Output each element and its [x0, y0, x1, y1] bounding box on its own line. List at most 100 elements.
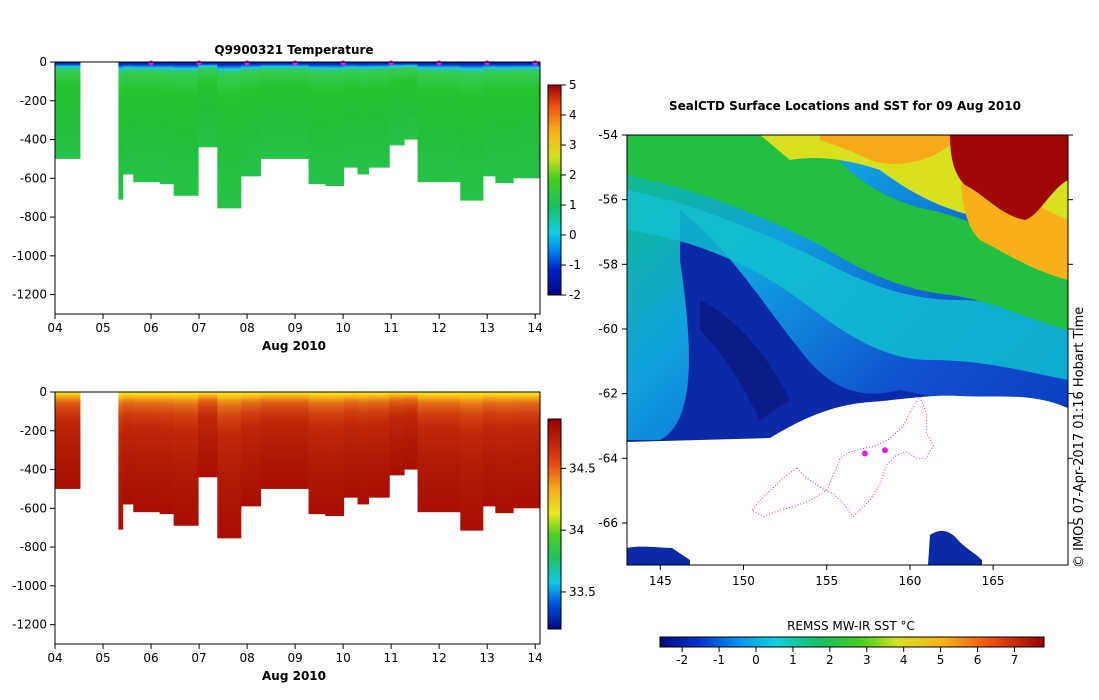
salinity-plot-frame — [54, 391, 541, 645]
salinity-colorbar-ticks: 34.5 34 33.5 — [561, 461, 596, 599]
sst-colorbar-tick-label: 6 — [974, 653, 982, 667]
profile-column — [343, 62, 359, 168]
y-tick-label: -1200 — [12, 618, 47, 632]
colorbar-tick-label: 3 — [569, 138, 577, 152]
y-tick-label: 0 — [39, 385, 47, 399]
temp-colorbar — [547, 84, 562, 296]
profile-column — [435, 392, 461, 513]
map-y-tick-label: -56 — [598, 193, 618, 207]
x-tick-label: 04 — [47, 321, 62, 335]
y-tick-label: -200 — [20, 94, 47, 108]
profile-column — [513, 392, 540, 509]
profile-column — [482, 62, 496, 177]
profile-column — [240, 62, 262, 177]
profile-column — [118, 62, 124, 200]
profile-column — [482, 392, 496, 507]
x-tick-label: 07 — [191, 651, 206, 665]
profile-column — [279, 392, 310, 489]
map-frame — [626, 134, 1069, 566]
map-y-axis: -54 -56 -58 -60 -62 -64 -66 — [598, 128, 1073, 530]
map-x-axis: 145 150 155 160 165 — [649, 565, 1005, 588]
y-tick-label: 0 — [39, 55, 47, 69]
salinity-section-data — [55, 392, 540, 539]
x-tick-label: 09 — [287, 651, 302, 665]
surface-marker — [292, 60, 298, 66]
surface-marker — [148, 60, 154, 66]
map-stamp: © IMOS 07-Apr-2017 01:16 Hobart Time — [1072, 307, 1087, 568]
sst-map-field — [627, 135, 1068, 565]
sst-colorbar — [659, 636, 1045, 648]
profile-column — [279, 62, 310, 159]
profile-column — [122, 392, 134, 505]
profile-column — [198, 392, 218, 478]
temp-x-axis: 04 05 06 07 08 09 10 11 12 13 14 — [47, 314, 543, 335]
profile-column — [122, 62, 134, 175]
profile-column — [435, 62, 461, 183]
temp-colorbar-ticks: 5 4 3 2 1 0 -1 -2 — [561, 78, 581, 302]
colorbar-tick-label: 4 — [569, 108, 577, 122]
map-x-tick-label: 165 — [982, 574, 1005, 588]
colorbar-tick-label: 5 — [569, 78, 577, 92]
x-tick-label: 11 — [383, 651, 398, 665]
profile-column — [159, 392, 175, 515]
y-tick-label: -1000 — [12, 249, 47, 263]
sst-colorbar-tick-label: 7 — [1011, 653, 1019, 667]
x-tick-label: 13 — [480, 321, 495, 335]
colorbar-tick-label: 33.5 — [569, 585, 596, 599]
profile-column — [159, 62, 175, 185]
profile-column — [118, 392, 124, 530]
surface-marker — [244, 60, 250, 66]
x-tick-label: 05 — [95, 321, 110, 335]
profile-column — [308, 62, 326, 185]
profile-column — [217, 392, 242, 539]
salinity-colorbar — [547, 418, 562, 630]
map-x-tick-label: 150 — [732, 574, 755, 588]
y-tick-label: -600 — [20, 171, 47, 185]
temp-plot-frame — [54, 61, 541, 315]
profile-column — [495, 62, 514, 184]
y-tick-label: -1000 — [12, 579, 47, 593]
profile-column — [357, 392, 370, 505]
x-tick-label: 13 — [480, 651, 495, 665]
seal-location — [861, 450, 868, 457]
sst-colorbar-tick-label: -2 — [676, 653, 688, 667]
x-tick-label: 14 — [528, 651, 543, 665]
salinity-y-axis: 0 -200 -400 -600 -800 -1000 -1200 — [12, 385, 55, 632]
sst-colorbar-tick-label: 4 — [900, 653, 908, 667]
profile-column — [240, 392, 262, 507]
profile-column — [198, 62, 218, 148]
surface-marker — [340, 60, 346, 66]
sst-colorbar-tick-label: 2 — [826, 653, 834, 667]
temp-section-data — [55, 62, 540, 209]
map-y-tick-label: -58 — [598, 257, 618, 271]
colorbar-tick-label: 2 — [569, 168, 577, 182]
x-tick-label: 10 — [335, 321, 350, 335]
profile-column — [417, 392, 437, 513]
temp-y-axis: 0 -200 -400 -600 -800 -1000 -1200 — [12, 55, 55, 302]
map-x-tick-label: 155 — [815, 574, 838, 588]
map-y-tick-label: -54 — [598, 128, 618, 142]
profile-column — [495, 392, 514, 514]
colorbar-tick-label: 34 — [569, 523, 584, 537]
profile-column — [389, 392, 405, 476]
x-tick-label: 09 — [287, 321, 302, 335]
colorbar-tick-label: -2 — [569, 288, 581, 302]
profile-column — [368, 62, 390, 168]
map-y-tick-label: -60 — [598, 322, 618, 336]
sst-colorbar-label: REMSS MW-IR SST °C — [787, 619, 915, 633]
profile-column — [55, 62, 81, 159]
x-tick-label: 06 — [143, 321, 158, 335]
surface-marker — [484, 60, 490, 66]
x-tick-label: 05 — [95, 651, 110, 665]
x-tick-label: 08 — [239, 651, 254, 665]
x-tick-label: 14 — [528, 321, 543, 335]
map-y-tick-label: -62 — [598, 387, 618, 401]
sst-colorbar-tick-label: 0 — [752, 653, 760, 667]
profile-column — [404, 62, 419, 140]
y-tick-label: -800 — [20, 540, 47, 554]
y-tick-label: -400 — [20, 463, 47, 477]
profile-column — [389, 62, 405, 146]
profile-column — [260, 392, 281, 489]
y-tick-label: -200 — [20, 424, 47, 438]
